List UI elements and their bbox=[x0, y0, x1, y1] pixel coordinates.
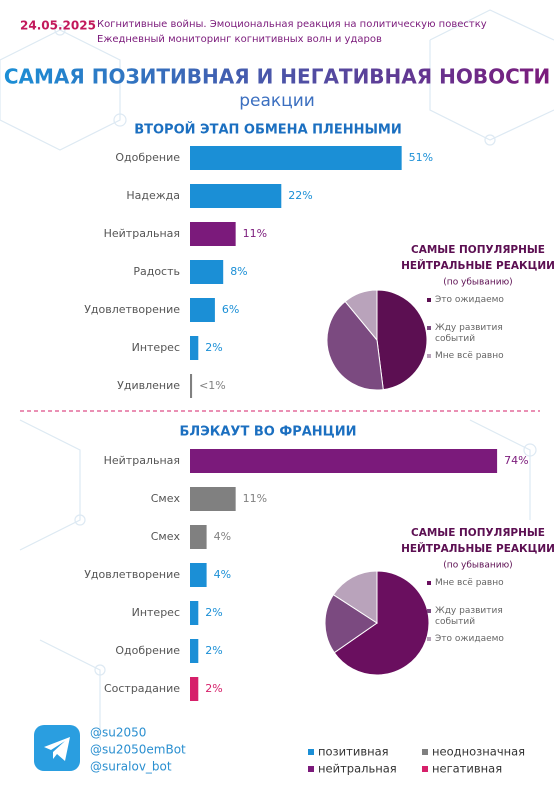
background-network bbox=[0, 9, 554, 740]
value-label: 6% bbox=[222, 303, 239, 316]
legend-label: нейтральная bbox=[318, 762, 397, 776]
subtitle: Когнитивные войны. Эмоциональная реакция… bbox=[97, 19, 487, 30]
bar bbox=[190, 449, 498, 473]
pie-slice bbox=[324, 594, 378, 654]
value-label: 2% bbox=[205, 606, 222, 619]
bar bbox=[190, 487, 236, 511]
bar bbox=[190, 184, 282, 208]
title: САМАЯ ПОЗИТИВНАЯ И НЕГАТИВНАЯ НОВОСТИ bbox=[4, 65, 550, 89]
handle: @su2050 bbox=[90, 726, 146, 740]
category-label: Удовлетворение bbox=[84, 568, 180, 581]
legend-swatch bbox=[308, 749, 314, 755]
legend-swatch bbox=[427, 637, 431, 641]
pie-title: САМЫЕ ПОПУЛЯРНЫЕ bbox=[411, 527, 545, 539]
legend-swatch bbox=[427, 609, 431, 613]
legend-swatch bbox=[427, 581, 431, 585]
value-label: <1% bbox=[199, 379, 226, 392]
bar bbox=[190, 525, 207, 549]
bar bbox=[190, 639, 199, 663]
pie-slice bbox=[333, 570, 430, 676]
bar bbox=[190, 677, 199, 701]
pie-subtitle: (по убыванию) bbox=[443, 278, 512, 288]
legend-label: Это ожидаемо bbox=[435, 634, 504, 644]
legend-label: Жду развития событий bbox=[435, 323, 503, 344]
legend-swatch bbox=[427, 326, 431, 330]
category-label: Интерес bbox=[132, 606, 180, 619]
legend-swatch bbox=[422, 766, 428, 772]
category-label: Смех bbox=[151, 530, 181, 543]
date: 24.05.2025 bbox=[20, 19, 96, 33]
category-label: Нейтральная bbox=[104, 454, 180, 467]
bar bbox=[190, 601, 199, 625]
pie-legend-item: Мне всё равно bbox=[427, 578, 535, 589]
title-sub: реакции bbox=[239, 91, 315, 111]
category-label: Сострадание bbox=[104, 682, 180, 695]
category-label: Удовлетворение bbox=[84, 303, 180, 316]
pie-title: НЕЙТРАЛЬНЫЕ РЕАКЦИИ bbox=[401, 542, 554, 555]
category-label: Смех bbox=[151, 492, 181, 505]
bar bbox=[190, 298, 215, 322]
value-label: 2% bbox=[205, 682, 222, 695]
value-label: 4% bbox=[214, 568, 231, 581]
pie-slice bbox=[326, 300, 384, 391]
bar bbox=[190, 146, 402, 170]
pie-title: НЕЙТРАЛЬНЫЕ РЕАКЦИИ bbox=[401, 259, 554, 272]
pie-legend-item: Жду развития событий bbox=[427, 606, 535, 628]
legend-label: Это ожидаемо bbox=[435, 295, 504, 305]
bar bbox=[190, 222, 236, 246]
value-label: 51% bbox=[409, 151, 433, 164]
legend-swatch bbox=[422, 749, 428, 755]
legend-label: неоднозначная bbox=[432, 745, 525, 759]
bar bbox=[190, 260, 224, 284]
value-label: 8% bbox=[230, 265, 247, 278]
handle: @suralov_bot bbox=[90, 760, 172, 774]
handle: @su2050emBot bbox=[90, 743, 186, 757]
pie-legend-item: Мне всё равно bbox=[427, 351, 535, 362]
pie-legend-item: Жду развития событий bbox=[427, 323, 535, 345]
value-label: 2% bbox=[205, 341, 222, 354]
telegram-plane bbox=[44, 737, 70, 761]
category-label: Удивление bbox=[117, 379, 180, 392]
pie-title: САМЫЕ ПОПУЛЯРНЫЕ bbox=[411, 244, 545, 256]
pie-slice bbox=[376, 289, 428, 391]
value-label: 22% bbox=[288, 189, 312, 202]
category-label: Надежда bbox=[126, 189, 180, 202]
telegram-icon bbox=[34, 725, 80, 771]
subtitle: Ежедневный мониторинг когнитивных волн и… bbox=[97, 34, 382, 45]
category-label: Нейтральная bbox=[104, 227, 180, 240]
legend-swatch bbox=[427, 354, 431, 358]
value-label: 4% bbox=[214, 530, 231, 543]
pie-slice bbox=[344, 289, 378, 342]
pie-subtitle: (по убыванию) bbox=[443, 561, 512, 571]
legend-label: Жду развития событий bbox=[435, 606, 503, 627]
pie-legend-item: Это ожидаемо bbox=[427, 295, 535, 306]
legend-label: позитивная bbox=[318, 745, 389, 759]
value-label: 11% bbox=[243, 227, 267, 240]
bar bbox=[190, 374, 193, 398]
pie-slice bbox=[332, 570, 378, 624]
value-label: 11% bbox=[243, 492, 267, 505]
legend-label: негативная bbox=[432, 762, 502, 776]
section-title: ВТОРОЙ ЭТАП ОБМЕНА ПЛЕННЫМИ bbox=[134, 122, 402, 138]
category-label: Радость bbox=[133, 265, 180, 278]
legend-swatch bbox=[308, 766, 314, 772]
category-label: Интерес bbox=[132, 341, 180, 354]
section-title: БЛЭКАУТ ВО ФРАНЦИИ bbox=[179, 425, 356, 440]
legend-label: Мне всё равно bbox=[435, 351, 504, 361]
bar bbox=[190, 336, 199, 360]
value-label: 74% bbox=[504, 454, 528, 467]
category-label: Одобрение bbox=[115, 151, 180, 164]
category-label: Одобрение bbox=[115, 644, 180, 657]
value-label: 2% bbox=[205, 644, 222, 657]
legend-swatch bbox=[427, 298, 431, 302]
bar bbox=[190, 563, 207, 587]
pie-legend-item: Это ожидаемо bbox=[427, 634, 535, 645]
legend-label: Мне всё равно bbox=[435, 578, 504, 588]
